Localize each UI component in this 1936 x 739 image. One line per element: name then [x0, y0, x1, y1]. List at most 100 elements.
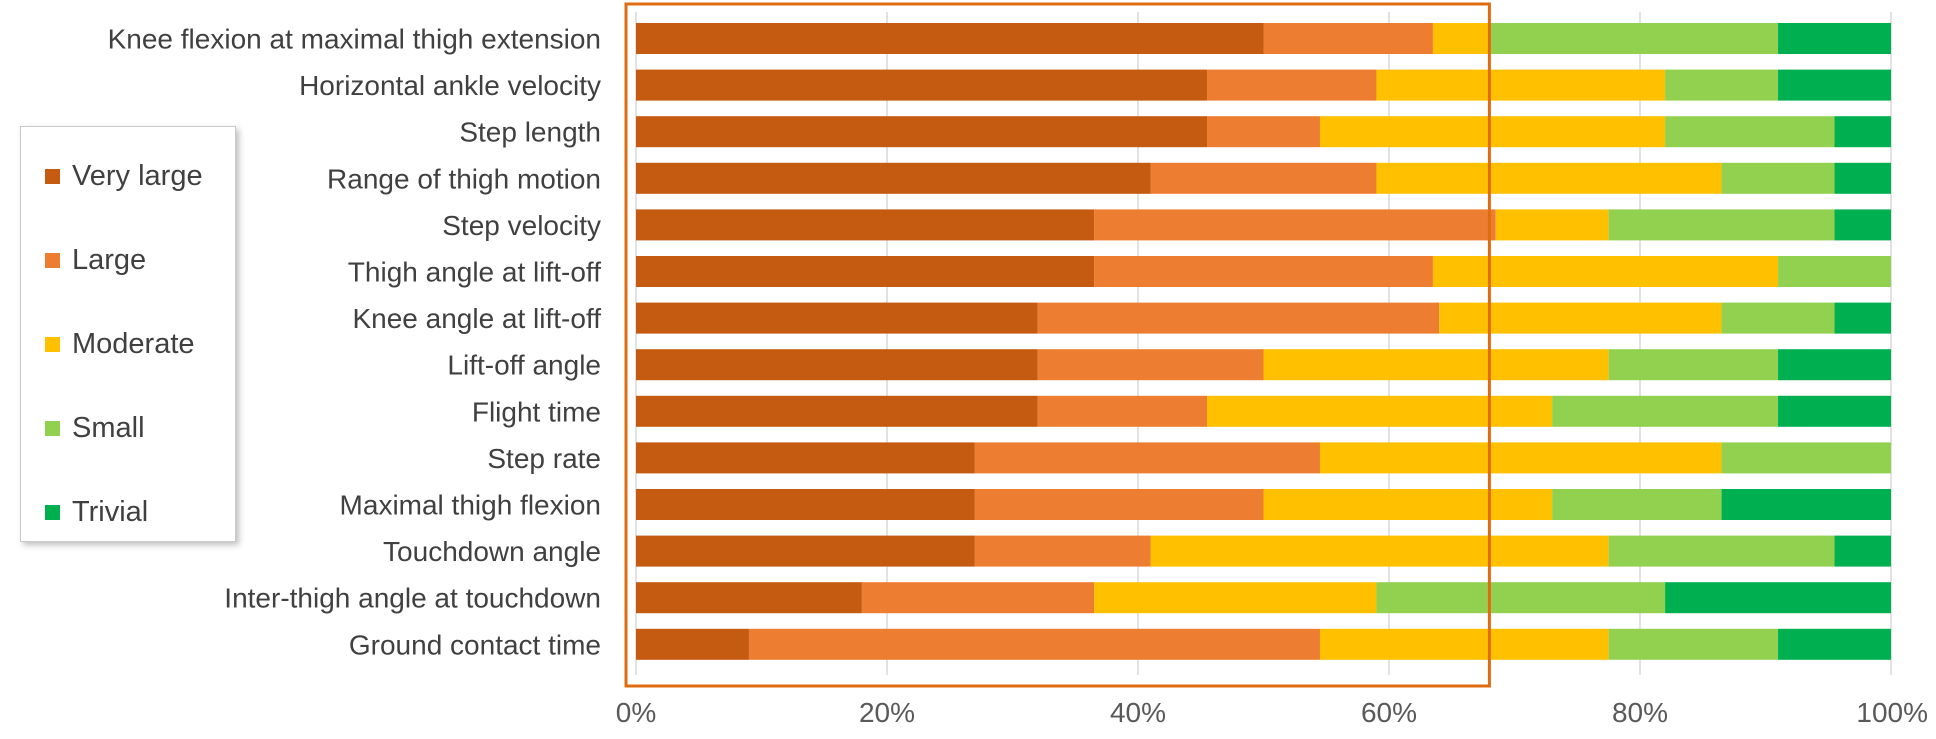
category-label: Step length: [459, 117, 601, 148]
bar-segment: [1721, 162, 1835, 194]
bar-segment: [636, 442, 975, 474]
bar-segment: [1319, 628, 1609, 660]
bar-segment: [636, 582, 862, 614]
category-label: Step rate: [487, 443, 601, 474]
category-label: Thigh angle at lift-off: [348, 257, 601, 288]
bar-segment: [974, 535, 1151, 567]
bar-segment: [1439, 302, 1722, 334]
bar-segment: [1376, 162, 1722, 194]
bar-segment: [1495, 209, 1609, 241]
bar-segment: [1834, 302, 1891, 334]
legend-item-trivial: Trivial: [45, 495, 148, 529]
category-label: Range of thigh motion: [327, 163, 601, 194]
bar-segment: [1721, 489, 1891, 520]
category-label: Knee flexion at maximal thigh extension: [108, 24, 601, 55]
bar-segment: [1150, 162, 1377, 194]
bar-segment: [1778, 23, 1891, 54]
category-label: Horizontal ankle velocity: [299, 70, 601, 101]
legend-item-very-large: Very large: [45, 159, 203, 193]
bar-segment: [1094, 209, 1496, 241]
bars: [636, 23, 1891, 660]
bar-segment: [1834, 535, 1891, 567]
x-tick-label: 60%: [1361, 697, 1417, 728]
bar-segment: [1319, 116, 1666, 148]
bar-segment: [636, 349, 1038, 381]
legend-label: Very large: [72, 159, 203, 192]
legend-swatch: [45, 252, 60, 268]
legend-label: Large: [72, 243, 147, 276]
legend-swatch: [45, 168, 60, 184]
legend-swatch: [45, 504, 60, 520]
bar-segment: [1834, 162, 1891, 194]
category-label: Maximal thigh flexion: [340, 490, 601, 521]
bar-segment: [636, 535, 975, 567]
category-label: Inter-thigh angle at touchdown: [224, 583, 601, 614]
bar-segment: [1094, 256, 1433, 287]
legend-swatch: [45, 420, 60, 436]
bar-segment: [636, 23, 1264, 54]
bar-segment: [1037, 395, 1208, 427]
bar-segment: [1778, 256, 1891, 287]
category-labels: Knee flexion at maximal thigh extension H…: [108, 24, 602, 661]
bar-segment: [1552, 489, 1722, 520]
bar-segment: [636, 209, 1095, 241]
legend-label: Small: [72, 411, 145, 444]
bar-segment: [974, 489, 1264, 520]
legend-label: Trivial: [72, 495, 149, 528]
bar-segment: [1037, 349, 1264, 381]
bar-segment: [1665, 69, 1779, 101]
legend-label: Moderate: [72, 327, 195, 360]
bar-segment: [1432, 256, 1779, 287]
x-tick-label: 100%: [1856, 697, 1928, 728]
bar-segment: [1834, 116, 1891, 148]
bar-segment: [1778, 395, 1891, 427]
bar-segment: [636, 302, 1038, 334]
bar-segment: [1263, 349, 1609, 381]
x-tick-label: 80%: [1612, 697, 1668, 728]
category-label: Touchdown angle: [383, 536, 601, 567]
bar-segment: [861, 582, 1095, 614]
bar-segment: [1608, 628, 1779, 660]
bar-segment: [1778, 69, 1891, 101]
bar-segment: [748, 628, 1320, 660]
bar-segment: [1778, 349, 1891, 381]
highlight-box: [624, 2, 1491, 688]
bar-segment: [1319, 442, 1722, 474]
bar-segment: [1376, 582, 1666, 614]
legend-item-moderate: Moderate: [45, 327, 195, 361]
bar-segment: [1207, 395, 1553, 427]
bar-segment: [636, 395, 1038, 427]
bar-segment: [1552, 395, 1779, 427]
bar-segment: [636, 69, 1208, 101]
bar-segment: [636, 256, 1095, 287]
bar-segment: [1834, 209, 1891, 241]
bar-segment: [1721, 302, 1835, 334]
category-label: Flight time: [472, 396, 601, 427]
highlight-rectangle: [624, 2, 1491, 688]
legend: Very large Large Moderate Small Trivial: [20, 126, 236, 542]
legend-item-small: Small: [45, 411, 145, 445]
category-label: Lift-off angle: [447, 350, 601, 381]
bar-segment: [636, 116, 1208, 148]
bar-segment: [1150, 535, 1609, 567]
x-tick-label: 20%: [859, 697, 915, 728]
bar-segment: [636, 628, 749, 660]
bar-segment: [1263, 489, 1553, 520]
category-label: Step velocity: [442, 210, 601, 241]
x-tick-labels: 0% 20% 40% 60% 80% 100%: [616, 697, 1928, 728]
bar-segment: [1037, 302, 1440, 334]
x-tick-label: 0%: [616, 697, 656, 728]
category-label: Ground contact time: [349, 629, 601, 660]
bar-segment: [1207, 69, 1377, 101]
bar-segment: [1665, 116, 1835, 148]
bar-segment: [636, 489, 975, 520]
bar-segment: [1094, 582, 1377, 614]
category-label: Knee angle at lift-off: [352, 303, 601, 334]
bar-segment: [1432, 23, 1490, 54]
bar-segment: [1489, 23, 1779, 54]
bar-segment: [1778, 628, 1891, 660]
bar-segment: [1608, 209, 1835, 241]
x-tick-label: 40%: [1110, 697, 1166, 728]
bar-segment: [974, 442, 1320, 474]
